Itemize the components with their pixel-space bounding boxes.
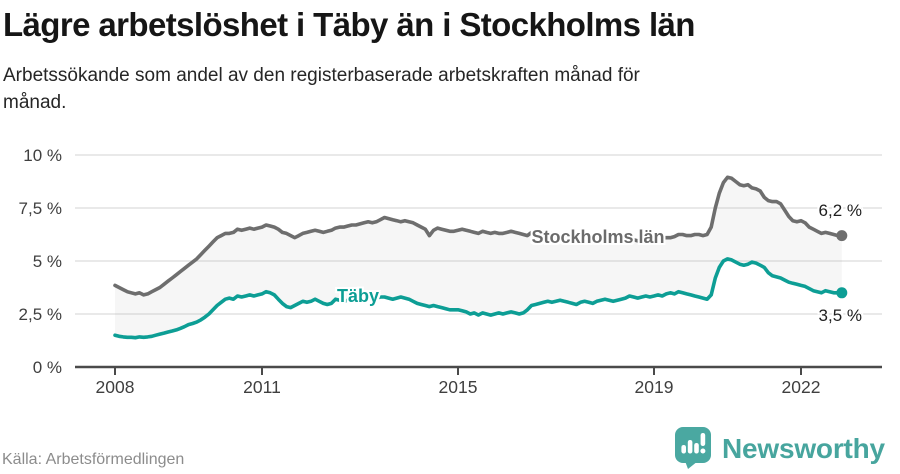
series-label-stockholms-lan: Stockholms län bbox=[531, 227, 665, 247]
series-line-taby bbox=[113, 257, 844, 340]
series-line-stockholm bbox=[113, 175, 844, 297]
x-tick-label: 2019 bbox=[635, 377, 674, 397]
chart-subtitle-line1: Arbetssökande som andel av den registerb… bbox=[3, 65, 640, 86]
y-tick-label: 5 % bbox=[33, 252, 62, 271]
chart-subtitle: Arbetssökande som andel av den registerb… bbox=[3, 62, 640, 116]
x-tick-label: 2022 bbox=[782, 377, 821, 397]
y-tick-label: 0 % bbox=[33, 358, 62, 377]
y-tick-label: 7,5 % bbox=[19, 199, 62, 218]
end-value-stockholms-lan: 6,2 % bbox=[818, 201, 862, 220]
x-tick-label: 2008 bbox=[96, 377, 135, 397]
source-note: Källa: Arbetsförmedlingen bbox=[2, 451, 185, 468]
x-tick-label: 2015 bbox=[439, 377, 478, 397]
band-between-series bbox=[115, 177, 842, 338]
newsworthy-logo-text: Newsworthy bbox=[722, 433, 885, 464]
series-end-dot-taby bbox=[836, 287, 848, 299]
x-tick-label: 2011 bbox=[243, 377, 281, 397]
series-label-taby: Täby bbox=[336, 286, 380, 306]
chart-subtitle-line2: månad. bbox=[3, 92, 67, 113]
page-title: Lägre arbetslöshet i Täby än i Stockholm… bbox=[3, 6, 695, 43]
y-tick-label: 2,5 % bbox=[19, 305, 62, 324]
end-value-taby: 3,5 % bbox=[818, 306, 862, 325]
y-tick-label: 10 % bbox=[23, 146, 62, 165]
series-end-dot-stockholm bbox=[836, 230, 848, 242]
newsworthy-logo-icon bbox=[675, 427, 711, 469]
